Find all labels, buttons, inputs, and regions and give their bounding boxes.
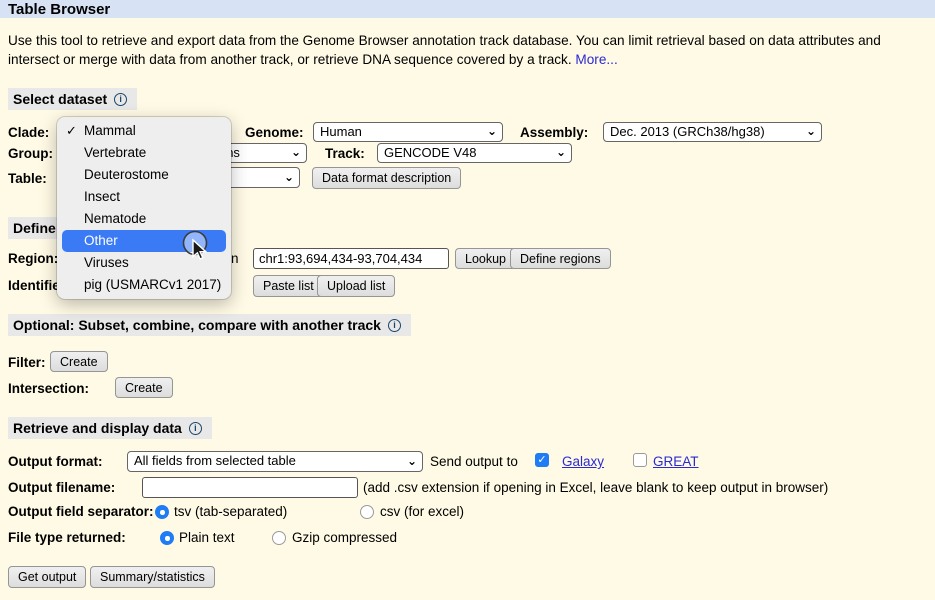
plain-text-label: Plain text (179, 530, 235, 545)
table-label: Table: (8, 171, 47, 186)
lookup-button[interactable]: Lookup (455, 248, 517, 269)
position-input[interactable] (253, 248, 449, 269)
gzip-label: Gzip compressed (292, 530, 398, 545)
filename-note: (add .csv extension if opening in Excel,… (363, 480, 829, 495)
intro-paragraph: Use this tool to retrieve and export dat… (8, 32, 928, 70)
check-icon: ✓ (537, 454, 547, 466)
section-select-dataset: Select dataset i (8, 88, 138, 110)
clade-option-vertebrate[interactable]: Vertebrate (84, 145, 147, 160)
csv-radio[interactable] (360, 505, 374, 519)
intro-text: Use this tool to retrieve and export dat… (8, 33, 881, 67)
filter-label: Filter: (8, 355, 46, 370)
output-filename-input[interactable] (142, 477, 358, 498)
clade-option-nematode[interactable]: Nematode (84, 211, 147, 226)
section-optional: Optional: Subset, combine, compare with … (8, 314, 411, 336)
chevron-down-icon: ⌄ (805, 124, 816, 138)
clade-option-deuterostome[interactable]: Deuterostome (84, 167, 169, 182)
genome-label: Genome: (245, 125, 304, 140)
output-format-label: Output format: (8, 454, 103, 469)
great-checkbox[interactable] (633, 453, 647, 467)
section-retrieve: Retrieve and display data i (8, 417, 212, 439)
tsv-label: tsv (tab-separated) (174, 504, 288, 519)
section-retrieve-title: Retrieve and display data (13, 420, 182, 436)
chevron-down-icon: ⌄ (486, 124, 497, 138)
assembly-select[interactable]: Dec. 2013 (GRCh38/hg38) ⌄ (603, 122, 822, 142)
gzip-radio[interactable] (272, 531, 286, 545)
clade-option-other[interactable]: Other (62, 230, 226, 252)
section-select-dataset-title: Select dataset (13, 91, 108, 107)
intersection-label: Intersection: (8, 381, 90, 396)
summary-statistics-button[interactable]: Summary/statistics (90, 566, 215, 588)
chevron-down-icon: ⌄ (406, 454, 417, 468)
filter-create-button[interactable]: Create (50, 351, 108, 372)
more-link[interactable]: More... (575, 51, 618, 67)
check-icon: ✓ (66, 123, 77, 138)
assembly-label: Assembly: (520, 125, 589, 140)
chevron-down-icon: ⌄ (555, 145, 566, 159)
galaxy-link[interactable]: Galaxy (562, 454, 605, 469)
clade-option-pig[interactable]: pig (USMARCv1 2017) (84, 277, 222, 292)
genome-select[interactable]: Human ⌄ (313, 122, 503, 142)
great-link[interactable]: GREAT (653, 454, 699, 469)
send-output-label: Send output to (430, 454, 518, 469)
clade-option-viruses[interactable]: Viruses (84, 255, 129, 270)
csv-label: csv (for excel) (380, 504, 465, 519)
clade-option-insect[interactable]: Insect (84, 189, 121, 204)
paste-list-button[interactable]: Paste list (253, 275, 324, 297)
define-regions-button[interactable]: Define regions (510, 248, 611, 269)
info-icon[interactable]: i (188, 421, 202, 435)
chevron-down-icon: ⌄ (283, 170, 294, 184)
file-type-returned-label: File type returned: (8, 530, 126, 545)
title-bar (0, 0, 935, 18)
tsv-radio[interactable] (155, 505, 169, 519)
cursor-icon (182, 230, 208, 260)
get-output-button[interactable]: Get output (8, 566, 87, 588)
output-filename-label: Output filename: (8, 480, 116, 495)
info-icon[interactable]: i (387, 318, 401, 332)
section-optional-title: Optional: Subset, combine, compare with … (13, 317, 381, 333)
region-label: Region: (8, 251, 59, 266)
galaxy-checkbox[interactable]: ✓ (535, 453, 549, 467)
track-select[interactable]: GENCODE V48 ⌄ (377, 143, 572, 163)
plain-text-radio[interactable] (160, 531, 174, 545)
clade-option-mammal[interactable]: ✓ Mammal (62, 120, 226, 142)
output-field-separator-label: Output field separator: (8, 504, 154, 519)
clade-label: Clade: (8, 125, 50, 140)
group-label: Group: (8, 146, 53, 161)
track-label: Track: (325, 146, 365, 161)
chevron-down-icon: ⌄ (290, 145, 301, 159)
intersection-create-button[interactable]: Create (115, 377, 173, 398)
pointer-arrow-icon (192, 238, 208, 260)
page-title: Table Browser (8, 1, 111, 18)
info-icon[interactable]: i (114, 92, 128, 106)
upload-list-button[interactable]: Upload list (317, 275, 396, 297)
output-format-select[interactable]: All fields from selected table ⌄ (127, 451, 423, 472)
clade-dropdown-menu: ✓ Mammal Vertebrate Deuterostome Insect N… (57, 117, 231, 299)
data-format-description-button[interactable]: Data format description (312, 167, 462, 189)
